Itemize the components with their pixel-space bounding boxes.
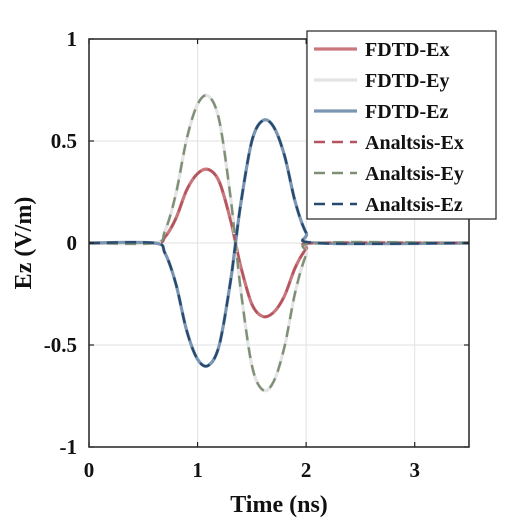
y-tick-label: 0 — [67, 231, 78, 255]
legend-box — [306, 30, 497, 220]
x-tick-label: 2 — [301, 458, 312, 482]
series-line-analtsis-ey — [88, 94, 470, 392]
y-tick-label: -0.5 — [44, 333, 77, 357]
x-tick-label: 0 — [84, 458, 95, 482]
legend: FDTD-Ex FDTD-Ey FDTD-Ez Analtsis-Ex Analtsis… — [306, 30, 497, 220]
legend-label: Analtsis-Ez — [365, 194, 463, 216]
y-axis-label: Ez (V/m) — [11, 197, 37, 290]
legend-label: FDTD-Ez — [365, 101, 448, 123]
x-tick-label: 3 — [409, 458, 420, 482]
series-line-analtsis-ez — [88, 118, 470, 368]
y-tick-label: -1 — [60, 435, 78, 459]
x-tick-label: 1 — [192, 458, 203, 482]
legend-label: FDTD-Ex — [365, 39, 449, 61]
watermark-text: 知乎 @Apprenticem — [365, 484, 501, 501]
series-line-analtsis-ex — [88, 167, 470, 319]
x-axis-label: Time (ns) — [230, 492, 328, 518]
legend-label: Analtsis-Ey — [365, 163, 464, 185]
legend-label: FDTD-Ey — [365, 70, 449, 92]
y-tick-label: 0.5 — [51, 129, 77, 153]
axis-ticks: 0 1 2 3 -1 -0.5 0 0.5 1 — [44, 27, 469, 482]
legend-label: Analtsis-Ex — [365, 132, 464, 154]
series-lines — [88, 93, 470, 393]
y-tick-label: 1 — [67, 27, 78, 51]
